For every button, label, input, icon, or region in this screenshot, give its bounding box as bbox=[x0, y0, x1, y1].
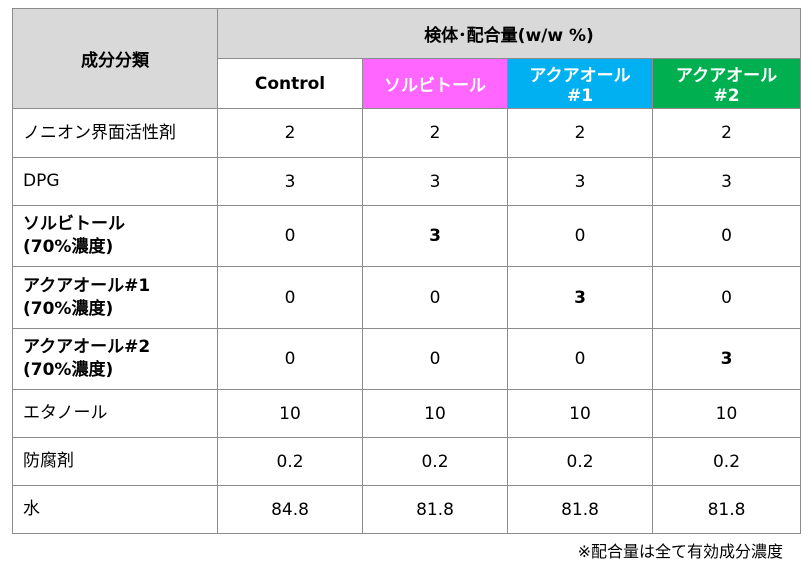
cell: 0 bbox=[652, 266, 801, 329]
cell: 3 bbox=[507, 266, 653, 329]
column-header: アクアオール#1 bbox=[507, 58, 653, 109]
row-label: DPG bbox=[12, 157, 218, 206]
cell: 3 bbox=[362, 157, 508, 206]
cell: 0 bbox=[217, 205, 363, 267]
table-row: 防腐剤 0.2 0.2 0.2 0.2 bbox=[12, 437, 801, 486]
cell: 0 bbox=[507, 205, 653, 267]
cell: 2 bbox=[362, 108, 508, 158]
cell: 10 bbox=[362, 389, 508, 438]
cell: 10 bbox=[507, 389, 653, 438]
cell: 0 bbox=[217, 328, 363, 390]
cell: 0 bbox=[652, 205, 801, 267]
group-header: 検体･配合量(w/w %) bbox=[217, 8, 801, 59]
table-row: DPG 3 3 3 3 bbox=[12, 157, 801, 206]
formulation-table: 成分分類 検体･配合量(w/w %) Control ソルビトール アクアオール… bbox=[12, 8, 801, 534]
corner-header: 成分分類 bbox=[12, 8, 218, 109]
cell: 0.2 bbox=[507, 437, 653, 486]
cell: 0 bbox=[507, 328, 653, 390]
cell: 3 bbox=[652, 157, 801, 206]
table-row: 水 84.8 81.8 81.8 81.8 bbox=[12, 485, 801, 534]
cell: 2 bbox=[507, 108, 653, 158]
cell: 81.8 bbox=[507, 485, 653, 534]
row-label: 防腐剤 bbox=[12, 437, 218, 486]
cell: 2 bbox=[652, 108, 801, 158]
table-row: ノニオン界面活性剤 2 2 2 2 bbox=[12, 108, 801, 158]
cell: 81.8 bbox=[652, 485, 801, 534]
footnote: ※配合量は全て有効成分濃度 bbox=[577, 542, 783, 561]
cell: 3 bbox=[217, 157, 363, 206]
table-body: ノニオン界面活性剤 2 2 2 2 DPG 3 3 3 3 ソルビトール (70%濃度) 0 3 0 0 アク… bbox=[12, 108, 801, 534]
row-label: ソルビトール (70%濃度) bbox=[12, 205, 218, 267]
table-row: アクアオール#2 (70%濃度) 0 0 0 3 bbox=[12, 328, 801, 390]
row-label: 水 bbox=[12, 485, 218, 534]
column-header: ソルビトール bbox=[362, 58, 508, 109]
cell: 10 bbox=[652, 389, 801, 438]
cell: 81.8 bbox=[362, 485, 508, 534]
row-label: アクアオール#1 (70%濃度) bbox=[12, 266, 218, 329]
cell: 0 bbox=[217, 266, 363, 329]
table-row: エタノール 10 10 10 10 bbox=[12, 389, 801, 438]
cell: 2 bbox=[217, 108, 363, 158]
row-label: ノニオン界面活性剤 bbox=[12, 108, 218, 158]
row-label: アクアオール#2 (70%濃度) bbox=[12, 328, 218, 390]
cell: 0.2 bbox=[652, 437, 801, 486]
column-header: アクアオール#2 bbox=[652, 58, 801, 109]
cell: 0.2 bbox=[217, 437, 363, 486]
cell: 10 bbox=[217, 389, 363, 438]
cell: 3 bbox=[652, 328, 801, 390]
table-row: ソルビトール (70%濃度) 0 3 0 0 bbox=[12, 205, 801, 267]
cell: 0 bbox=[362, 266, 508, 329]
cell: 84.8 bbox=[217, 485, 363, 534]
cell: 3 bbox=[362, 205, 508, 267]
row-label: エタノール bbox=[12, 389, 218, 438]
column-header: Control bbox=[217, 58, 363, 109]
cell: 0 bbox=[362, 328, 508, 390]
cell: 3 bbox=[507, 157, 653, 206]
table-row: アクアオール#1 (70%濃度) 0 0 3 0 bbox=[12, 266, 801, 329]
cell: 0.2 bbox=[362, 437, 508, 486]
